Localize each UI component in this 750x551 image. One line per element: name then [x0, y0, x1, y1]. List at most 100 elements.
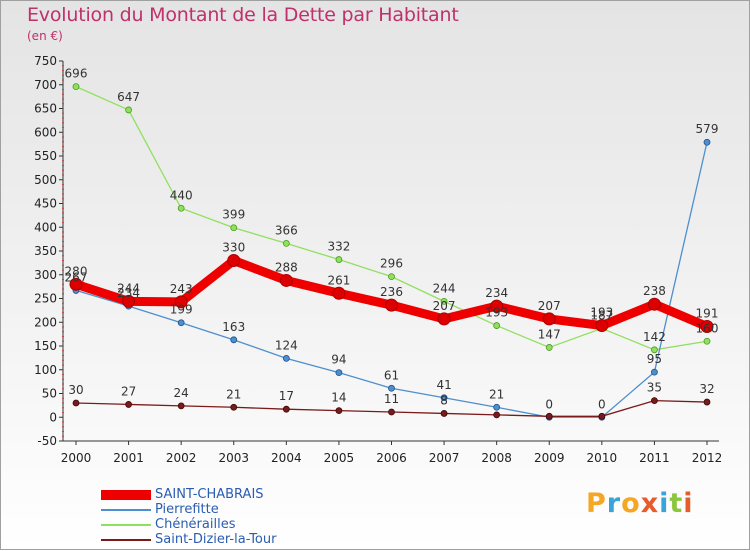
y-minor-tick: [62, 340, 64, 342]
data-point-saint-dizier-la-tour: [440, 410, 448, 417]
data-point-saint-chabrais: [227, 254, 241, 267]
x-tick-label: 2007: [429, 451, 460, 465]
y-minor-tick: [62, 383, 64, 385]
data-point-saint-chabrais: [542, 312, 556, 326]
data-label-pierrefitte: 21: [489, 387, 504, 401]
data-point-saint-chabrais: [174, 295, 188, 309]
data-point-saint-chabrais: [437, 312, 451, 326]
y-minor-tick: [62, 141, 64, 143]
logo-letter: P: [586, 488, 607, 519]
x-tick-label: 2008: [481, 451, 512, 465]
data-label-saint-dizier-la-tour: 21: [226, 387, 241, 401]
y-minor-tick: [62, 198, 64, 200]
data-label-saint-chabrais: 236: [380, 285, 403, 299]
y-tick-label: 100: [34, 363, 57, 377]
y-minor-tick: [62, 336, 64, 337]
data-point-saint-chabrais: [279, 273, 293, 287]
x-tick-label: 2011: [639, 451, 670, 465]
data-label-ch-n-railles: 244: [433, 281, 456, 295]
y-tick-label: 450: [34, 197, 57, 211]
y-minor-tick: [62, 136, 64, 138]
data-point-saint-chabrais: [385, 298, 398, 312]
data-label-saint-chabrais: 261: [327, 273, 350, 287]
y-minor-tick: [62, 264, 64, 266]
data-point-pierrefitte: [493, 403, 501, 411]
data-point-saint-dizier-la-tour: [493, 411, 501, 419]
data-label-saint-dizier-la-tour: 30: [68, 383, 83, 397]
y-tick-label: 150: [34, 339, 57, 353]
y-minor-tick: [62, 89, 64, 90]
y-minor-tick: [62, 236, 64, 238]
data-point-saint-dizier-la-tour: [72, 399, 80, 407]
x-tick-label: 2012: [692, 451, 723, 465]
y-minor-tick: [62, 70, 64, 71]
y-minor-tick: [62, 374, 64, 375]
y-minor-tick: [62, 245, 64, 247]
data-label-ch-n-railles: 142: [643, 330, 666, 344]
data-point-saint-dizier-la-tour: [388, 408, 395, 416]
y-tick-label: 550: [34, 149, 57, 163]
data-point-saint-dizier-la-tour: [598, 412, 606, 420]
data-label-ch-n-railles: 647: [117, 90, 140, 104]
y-minor-tick: [62, 307, 64, 309]
y-minor-tick: [62, 397, 64, 399]
data-point-ch-n-railles: [335, 256, 343, 263]
y-minor-tick: [62, 302, 64, 304]
data-label-saint-chabrais: 243: [170, 282, 193, 296]
y-tick-label: 50: [42, 387, 57, 401]
legend-swatch-chenerailles: [101, 524, 151, 526]
data-point-ch-n-railles: [282, 239, 290, 247]
legend-label: Saint-Dizier-la-Tour: [155, 532, 277, 547]
y-minor-tick: [62, 412, 64, 413]
data-point-ch-n-railles: [440, 297, 448, 305]
data-label-saint-dizier-la-tour: 11: [384, 392, 399, 406]
x-tick-label: 2006: [376, 451, 407, 465]
y-minor-tick: [62, 184, 64, 185]
y-minor-tick: [62, 312, 64, 314]
data-label-ch-n-railles: 332: [327, 240, 350, 254]
x-tick-label: 2000: [61, 451, 92, 465]
y-minor-tick: [62, 98, 64, 100]
data-point-saint-chabrais: [647, 297, 661, 311]
y-minor-tick: [62, 188, 64, 190]
data-label-saint-chabrais: 280: [65, 264, 88, 278]
y-minor-tick: [62, 293, 64, 295]
y-tick-label: 200: [34, 315, 57, 329]
legend-label: Chénérailles: [155, 517, 236, 532]
data-label-saint-chabrais: 193: [590, 306, 613, 320]
logo-letter: x: [640, 488, 660, 519]
data-label-ch-n-railles: 399: [222, 208, 245, 222]
data-label-saint-dizier-la-tour: 24: [174, 386, 189, 400]
y-tick-label: 300: [34, 268, 57, 282]
y-minor-tick: [62, 165, 64, 166]
data-label-ch-n-railles: 193: [485, 306, 508, 320]
data-point-pierrefitte: [335, 369, 343, 377]
x-tick-label: 2004: [271, 451, 302, 465]
legend-swatch-pierrefitte: [101, 509, 151, 511]
y-minor-tick: [62, 279, 64, 280]
legend-label: SAINT-CHABRAIS: [155, 487, 264, 502]
data-label-saint-chabrais: 288: [275, 260, 298, 274]
data-point-saint-dizier-la-tour: [545, 412, 553, 420]
data-point-pierrefitte: [703, 138, 711, 146]
legend: SAINT-CHABRAIS Pierrefitte Chénérailles …: [101, 487, 361, 547]
data-point-pierrefitte: [440, 394, 448, 402]
y-minor-tick: [62, 231, 64, 233]
data-point-saint-chabrais: [332, 286, 346, 300]
data-label-ch-n-railles: 366: [275, 223, 298, 237]
data-label-saint-dizier-la-tour: 27: [121, 384, 136, 398]
data-label-saint-dizier-la-tour: 32: [699, 382, 714, 396]
y-minor-tick: [62, 217, 64, 219]
y-minor-tick: [62, 255, 64, 257]
data-label-saint-dizier-la-tour: 14: [331, 391, 346, 405]
data-point-pierrefitte: [230, 336, 238, 344]
x-tick-label: 2002: [166, 451, 197, 465]
legend-item-chenerailles: Chénérailles: [101, 517, 361, 532]
y-minor-tick: [62, 174, 64, 176]
logo-letter: i: [659, 488, 670, 519]
y-tick-label: 500: [34, 173, 57, 187]
data-point-pierrefitte: [282, 354, 290, 362]
data-label-pierrefitte: 0: [545, 397, 553, 411]
chart-subtitle: (en €): [27, 29, 63, 43]
legend-item-saint-dizier: Saint-Dizier-la-Tour: [101, 532, 361, 547]
